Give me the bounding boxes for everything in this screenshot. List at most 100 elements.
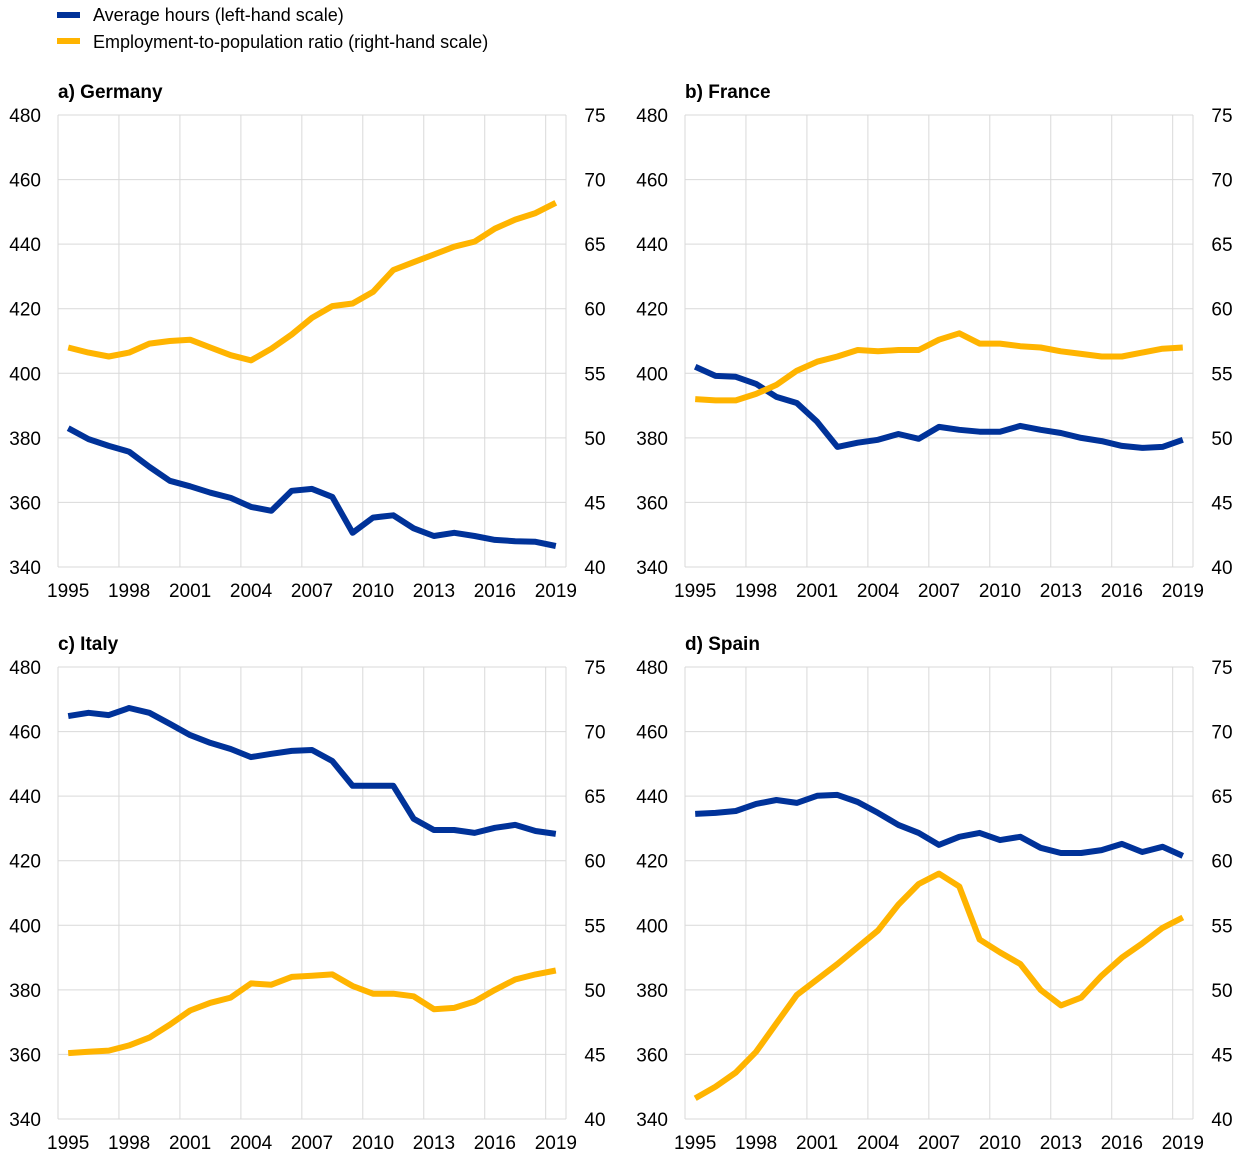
y-tick-label-left: 400 [636, 364, 668, 385]
y-tick-label-left: 360 [636, 493, 668, 514]
y-tick-label-right: 70 [584, 723, 605, 744]
x-tick-label: 2010 [352, 1133, 394, 1154]
series-average-hours [68, 708, 556, 834]
y-tick-label-right: 45 [1211, 493, 1232, 514]
y-tick-label-right: 55 [1211, 916, 1232, 937]
x-tick-label: 1995 [47, 581, 89, 602]
x-tick-label: 1995 [674, 581, 716, 602]
x-tick-label: 2019 [1162, 1133, 1204, 1154]
series-line [695, 367, 1183, 448]
series-line [68, 708, 556, 834]
y-tick-label-right: 40 [584, 558, 605, 579]
y-tick-label-left: 420 [636, 300, 668, 321]
x-tick-label: 2004 [230, 581, 273, 602]
y-tick-label-right: 60 [1211, 300, 1232, 321]
x-tick-label: 2004 [857, 581, 900, 602]
legend-label-ratio: Employment-to-population ratio (right-ha… [93, 32, 488, 52]
y-tick-label-left: 420 [636, 852, 668, 873]
y-tick-label-right: 45 [584, 493, 605, 514]
panel-title: d) Spain [685, 634, 760, 655]
x-tick-label: 2016 [1101, 581, 1143, 602]
x-tick-label: 2019 [1162, 581, 1204, 602]
series-employment-ratio [68, 970, 556, 1053]
x-tick-label: 1998 [735, 581, 777, 602]
y-tick-label-right: 75 [1211, 106, 1232, 127]
x-tick-label: 2013 [1040, 581, 1082, 602]
y-tick-label-right: 75 [1211, 658, 1232, 679]
panel-title: b) France [685, 82, 771, 103]
series-employment-ratio [68, 203, 556, 361]
x-tick-label: 2001 [796, 1133, 838, 1154]
y-tick-label-left: 340 [636, 1110, 668, 1131]
series-average-hours [68, 428, 556, 546]
y-tick-label-right: 55 [1211, 364, 1232, 385]
y-tick-label-left: 360 [636, 1045, 668, 1066]
y-tick-label-right: 70 [1211, 171, 1232, 192]
x-tick-label: 2007 [918, 1133, 960, 1154]
x-tick-label: 2010 [352, 581, 394, 602]
x-tick-label: 1995 [674, 1133, 716, 1154]
x-tick-label: 1995 [47, 1133, 89, 1154]
x-tick-label: 2001 [169, 581, 211, 602]
y-tick-label-left: 400 [9, 916, 41, 937]
x-tick-label: 2013 [1040, 1133, 1082, 1154]
y-tick-label-left: 440 [636, 787, 668, 808]
legend: Average hours (left-hand scale) Employme… [57, 5, 488, 52]
series-average-hours [695, 367, 1183, 448]
x-tick-label: 1998 [735, 1133, 777, 1154]
y-tick-label-right: 60 [1211, 852, 1232, 873]
y-tick-label-right: 50 [1211, 981, 1232, 1002]
y-tick-label-right: 65 [584, 235, 605, 256]
x-tick-label: 2019 [535, 1133, 577, 1154]
x-tick-label: 2001 [796, 581, 838, 602]
y-tick-label-left: 460 [9, 723, 41, 744]
y-tick-label-left: 460 [636, 723, 668, 744]
y-tick-label-left: 480 [9, 106, 41, 127]
series-line [68, 971, 556, 1054]
x-tick-label: 2019 [535, 581, 577, 602]
series-average-hours [695, 795, 1183, 856]
legend-label-hours: Average hours (left-hand scale) [93, 5, 344, 25]
y-tick-label-left: 400 [636, 916, 668, 937]
x-tick-label: 1998 [108, 1133, 150, 1154]
y-tick-label-right: 65 [1211, 235, 1232, 256]
y-tick-label-left: 440 [9, 787, 41, 808]
y-tick-label-left: 340 [9, 558, 41, 579]
x-tick-label: 2007 [918, 581, 960, 602]
series-line [695, 333, 1183, 400]
series-line [695, 874, 1183, 1099]
y-tick-label-left: 440 [636, 235, 668, 256]
panel-title: a) Germany [58, 82, 163, 103]
series-line [68, 428, 556, 546]
y-tick-label-left: 360 [9, 493, 41, 514]
series-employment-ratio [695, 333, 1183, 400]
series-line [68, 203, 556, 361]
y-tick-label-right: 60 [584, 852, 605, 873]
y-tick-label-right: 60 [584, 300, 605, 321]
y-tick-label-left: 480 [9, 658, 41, 679]
y-tick-label-left: 360 [9, 1045, 41, 1066]
y-tick-label-left: 380 [636, 429, 668, 450]
y-tick-label-right: 70 [1211, 723, 1232, 744]
series-line [695, 795, 1183, 856]
x-tick-label: 1998 [108, 581, 150, 602]
y-tick-label-right: 65 [1211, 787, 1232, 808]
y-tick-label-right: 50 [584, 981, 605, 1002]
x-tick-label: 2010 [979, 1133, 1021, 1154]
y-tick-label-left: 480 [636, 658, 668, 679]
y-tick-label-right: 45 [1211, 1045, 1232, 1066]
y-tick-label-right: 65 [584, 787, 605, 808]
y-tick-label-right: 75 [584, 106, 605, 127]
y-tick-label-right: 50 [584, 429, 605, 450]
series-employment-ratio [695, 874, 1183, 1099]
y-tick-label-right: 45 [584, 1045, 605, 1066]
y-tick-label-right: 55 [584, 916, 605, 937]
y-tick-label-right: 40 [1211, 1110, 1232, 1131]
y-tick-label-right: 50 [1211, 429, 1232, 450]
y-tick-label-left: 440 [9, 235, 41, 256]
y-tick-label-left: 340 [636, 558, 668, 579]
x-tick-label: 2010 [979, 581, 1021, 602]
